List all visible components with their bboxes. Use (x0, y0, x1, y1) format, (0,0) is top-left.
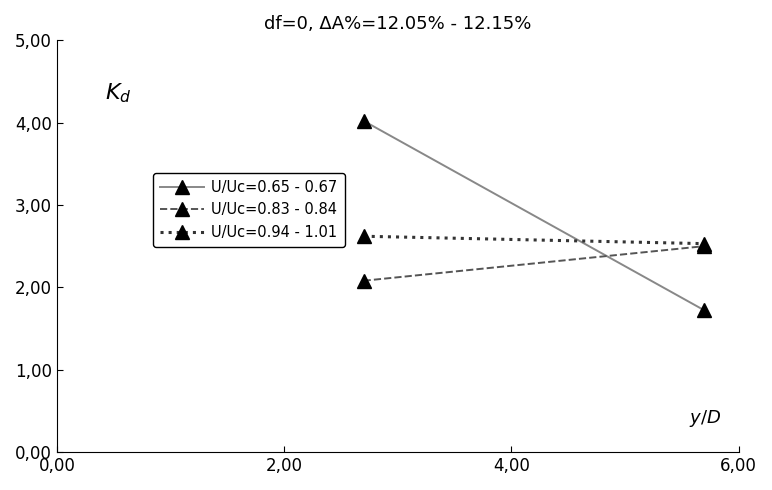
Text: $\mathit{K_d}$: $\mathit{K_d}$ (104, 81, 131, 105)
U/Uc=0.94 - 1.01 (700, 241, 709, 246)
Line: U/Uc=0.83 - 0.84: U/Uc=0.83 - 0.84 (357, 239, 712, 288)
Title: df=0, ΔA%=12.05% - 12.15%: df=0, ΔA%=12.05% - 12.15% (264, 15, 531, 33)
Legend: U/Uc=0.65 - 0.67, U/Uc=0.83 - 0.84, U/Uc=0.94 - 1.01: U/Uc=0.65 - 0.67, U/Uc=0.83 - 0.84, U/Uc… (153, 173, 344, 247)
Line: U/Uc=0.94 - 1.01: U/Uc=0.94 - 1.01 (357, 229, 712, 250)
U/Uc=0.65 - 0.67 (359, 118, 368, 124)
U/Uc=0.83 - 0.84 (700, 243, 709, 249)
U/Uc=0.83 - 0.84 (359, 278, 368, 284)
U/Uc=0.94 - 1.01 (359, 233, 368, 239)
Line: U/Uc=0.65 - 0.67: U/Uc=0.65 - 0.67 (357, 114, 712, 318)
U/Uc=0.65 - 0.67 (700, 307, 709, 313)
Text: $\mathit{y/D}$: $\mathit{y/D}$ (689, 409, 722, 429)
